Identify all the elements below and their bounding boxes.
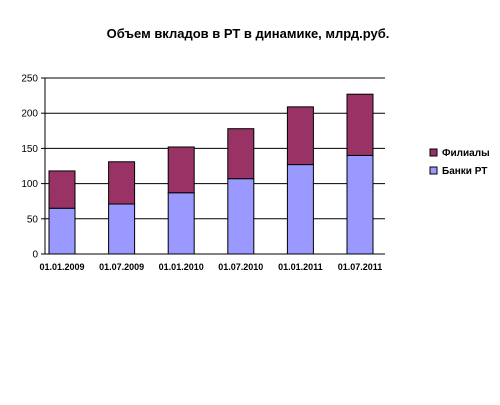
bar-banks — [286, 164, 314, 255]
bar-branches — [167, 146, 195, 194]
legend-swatch — [429, 166, 438, 175]
legend-label: Филиалы — [442, 148, 490, 159]
legend-label: Банки РТ — [442, 166, 487, 177]
y-tick-label: 0 — [32, 250, 38, 261]
x-tick-label: 01.01.2011 — [278, 262, 323, 272]
bar-banks — [167, 192, 195, 255]
bar-banks — [108, 203, 136, 255]
bar-branches — [346, 93, 374, 156]
bars — [48, 93, 374, 255]
x-tick-label: 01.07.2010 — [218, 262, 263, 272]
y-tick-label: 200 — [21, 109, 38, 120]
legend: Филиалы Банки РТ — [429, 148, 490, 177]
bar-branches — [227, 128, 255, 180]
bar-banks — [227, 178, 255, 255]
x-tick-label: 01.01.2009 — [39, 262, 84, 272]
x-tick-label: 01.01.2010 — [159, 262, 204, 272]
axes: 0 50 100 150 200 250 01.01.2009 01.07.2009 01.01… — [21, 74, 385, 272]
y-tick-label: 250 — [21, 74, 38, 85]
chart-title: Объем вкладов в РТ в динамике, млрд.руб. — [107, 26, 390, 41]
x-tick-label: 01.07.2011 — [338, 262, 383, 272]
legend-swatch — [429, 148, 438, 157]
bar-branches — [108, 161, 136, 205]
bar-branches — [286, 106, 314, 166]
x-tick-label: 01.07.2009 — [99, 262, 144, 272]
y-tick-label: 150 — [21, 144, 38, 155]
bar-banks — [48, 207, 76, 255]
bar-branches — [48, 170, 76, 209]
y-tick-label: 50 — [27, 214, 39, 225]
bar-banks — [346, 154, 374, 255]
grid-lines — [45, 77, 385, 220]
y-tick-label: 100 — [21, 179, 38, 190]
